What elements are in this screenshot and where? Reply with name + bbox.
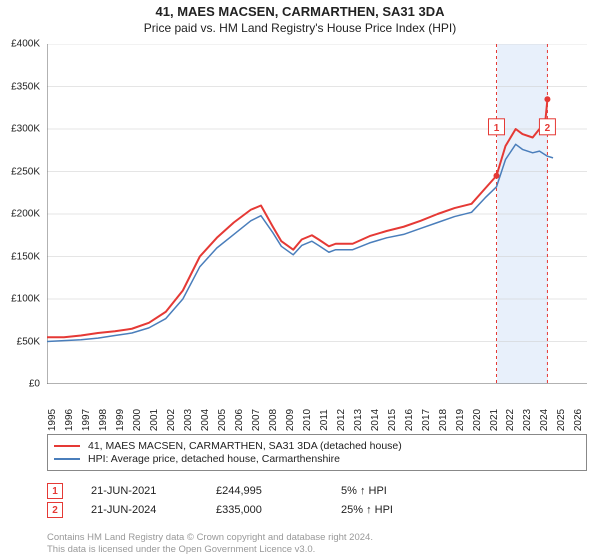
- data-point-pct: 25% ↑ HPI: [341, 504, 451, 516]
- footnote: Contains HM Land Registry data © Crown c…: [47, 532, 373, 556]
- x-tick-label: 2016: [404, 409, 415, 431]
- x-tick-label: 2002: [166, 409, 177, 431]
- y-tick-label: £250K: [11, 166, 40, 177]
- y-tick-label: £350K: [11, 81, 40, 92]
- data-point-row: 1 21-JUN-2021£244,9955% ↑ HPI: [47, 483, 587, 499]
- data-point-date: 21-JUN-2024: [91, 504, 216, 516]
- y-tick-label: £50K: [17, 336, 40, 347]
- y-tick-label: £100K: [11, 294, 40, 305]
- y-tick-label: £400K: [11, 39, 40, 50]
- footnote-line-1: Contains HM Land Registry data © Crown c…: [47, 532, 373, 544]
- x-tick-label: 2015: [387, 409, 398, 431]
- x-tick-label: 2009: [285, 409, 296, 431]
- chart-subtitle: Price paid vs. HM Land Registry's House …: [0, 19, 600, 39]
- data-point-pct: 5% ↑ HPI: [341, 485, 451, 497]
- x-tick-label: 2018: [438, 409, 449, 431]
- x-tick-label: 1997: [81, 409, 92, 431]
- svg-text:1: 1: [494, 123, 500, 134]
- x-tick-label: 2013: [353, 409, 364, 431]
- data-point-marker: 1: [47, 483, 63, 499]
- footnote-line-2: This data is licensed under the Open Gov…: [47, 544, 373, 556]
- legend-label: 41, MAES MACSEN, CARMARTHEN, SA31 3DA (d…: [88, 440, 402, 452]
- x-tick-label: 1998: [98, 409, 109, 431]
- x-tick-label: 2014: [370, 409, 381, 431]
- x-tick-label: 2022: [505, 409, 516, 431]
- x-tick-label: 2024: [539, 409, 550, 431]
- y-tick-label: £150K: [11, 251, 40, 262]
- legend: 41, MAES MACSEN, CARMARTHEN, SA31 3DA (d…: [47, 434, 587, 471]
- y-axis: £0£50K£100K£150K£200K£250K£300K£350K£400…: [0, 44, 44, 384]
- y-tick-label: £200K: [11, 209, 40, 220]
- x-tick-label: 1996: [64, 409, 75, 431]
- x-tick-label: 2026: [573, 409, 584, 431]
- x-axis: 1995 1996 1997 1998 1999 2000 2001 2002 2003 2004…: [47, 388, 587, 432]
- x-tick-label: 2007: [251, 409, 262, 431]
- x-tick-label: 2012: [336, 409, 347, 431]
- x-tick-label: 2003: [183, 409, 194, 431]
- chart-container: 41, MAES MACSEN, CARMARTHEN, SA31 3DA Pr…: [0, 0, 600, 560]
- y-tick-label: £300K: [11, 124, 40, 135]
- svg-text:2: 2: [545, 123, 551, 134]
- x-tick-label: 2008: [268, 409, 279, 431]
- data-point-table: 1 21-JUN-2021£244,9955% ↑ HPI 2 21-JUN-2024…: [47, 480, 587, 521]
- data-point-date: 21-JUN-2021: [91, 485, 216, 497]
- x-tick-label: 2000: [132, 409, 143, 431]
- data-point-marker: 2: [47, 502, 63, 518]
- data-point-price: £335,000: [216, 504, 341, 516]
- legend-swatch: [54, 445, 80, 447]
- legend-item: HPI: Average price, detached house, Carm…: [54, 453, 580, 465]
- x-tick-label: 2011: [319, 409, 330, 431]
- plot-area: 12: [47, 44, 587, 384]
- x-tick-label: 2023: [522, 409, 533, 431]
- x-tick-label: 1995: [47, 409, 58, 431]
- y-tick-label: £0: [29, 379, 40, 390]
- data-point-price: £244,995: [216, 485, 341, 497]
- x-tick-label: 2006: [234, 409, 245, 431]
- legend-swatch: [54, 458, 80, 460]
- x-tick-label: 2020: [472, 409, 483, 431]
- x-tick-label: 2010: [302, 409, 313, 431]
- x-tick-label: 2005: [217, 409, 228, 431]
- legend-item: 41, MAES MACSEN, CARMARTHEN, SA31 3DA (d…: [54, 440, 580, 452]
- x-tick-label: 2019: [455, 409, 466, 431]
- chart-title: 41, MAES MACSEN, CARMARTHEN, SA31 3DA: [0, 0, 600, 19]
- data-point-row: 2 21-JUN-2024£335,00025% ↑ HPI: [47, 502, 587, 518]
- x-tick-label: 2025: [556, 409, 567, 431]
- x-tick-label: 2004: [200, 409, 211, 431]
- legend-label: HPI: Average price, detached house, Carm…: [88, 453, 340, 465]
- x-tick-label: 2001: [149, 409, 160, 431]
- x-tick-label: 1999: [115, 409, 126, 431]
- x-tick-label: 2017: [421, 409, 432, 431]
- x-tick-label: 2021: [489, 409, 500, 431]
